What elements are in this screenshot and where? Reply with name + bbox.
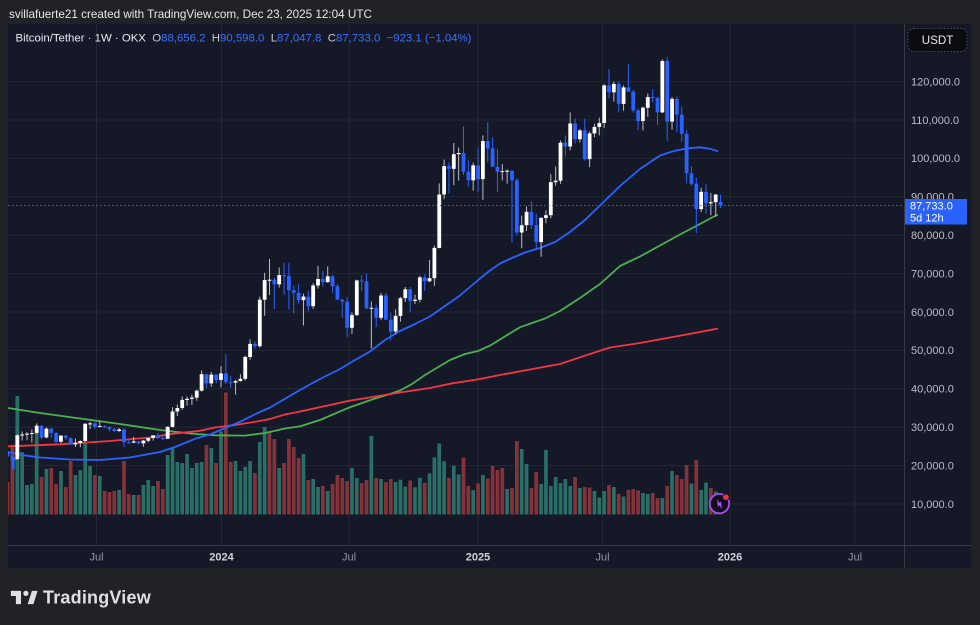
- svg-text:60,000.0: 60,000.0: [911, 307, 954, 319]
- svg-text:30,000.0: 30,000.0: [911, 422, 954, 434]
- svg-text:50,000.0: 50,000.0: [911, 345, 954, 357]
- svg-text:87,733.0: 87,733.0: [910, 201, 953, 213]
- svg-text:Bitcoin/Tether · 1W · OKX O88: Bitcoin/Tether · 1W · OKX O88,656.2 H90,…: [16, 33, 472, 45]
- svg-text:2024: 2024: [209, 552, 234, 564]
- svg-text:10,000.0: 10,000.0: [911, 499, 954, 511]
- svg-text:Jul: Jul: [848, 552, 862, 564]
- svg-text:Jul: Jul: [89, 552, 103, 564]
- svg-text:Jul: Jul: [342, 552, 356, 564]
- svg-text:Jul: Jul: [595, 552, 609, 564]
- svg-text:2025: 2025: [466, 552, 490, 564]
- svg-text:40,000.0: 40,000.0: [911, 384, 954, 396]
- svg-text:USDT: USDT: [922, 34, 954, 47]
- svg-text:20,000.0: 20,000.0: [911, 460, 954, 472]
- svg-text:5d 12h: 5d 12h: [910, 213, 944, 225]
- svg-text:100,000.0: 100,000.0: [911, 153, 960, 165]
- svg-text:120,000.0: 120,000.0: [911, 76, 960, 88]
- svg-text:TradingView: TradingView: [43, 588, 152, 608]
- svg-text:80,000.0: 80,000.0: [911, 230, 954, 242]
- svg-text:svillafuerte21 created with Tr: svillafuerte21 created with TradingView.…: [9, 8, 372, 21]
- svg-text:2026: 2026: [718, 552, 742, 564]
- svg-text:70,000.0: 70,000.0: [911, 268, 954, 280]
- svg-text:110,000.0: 110,000.0: [911, 115, 959, 127]
